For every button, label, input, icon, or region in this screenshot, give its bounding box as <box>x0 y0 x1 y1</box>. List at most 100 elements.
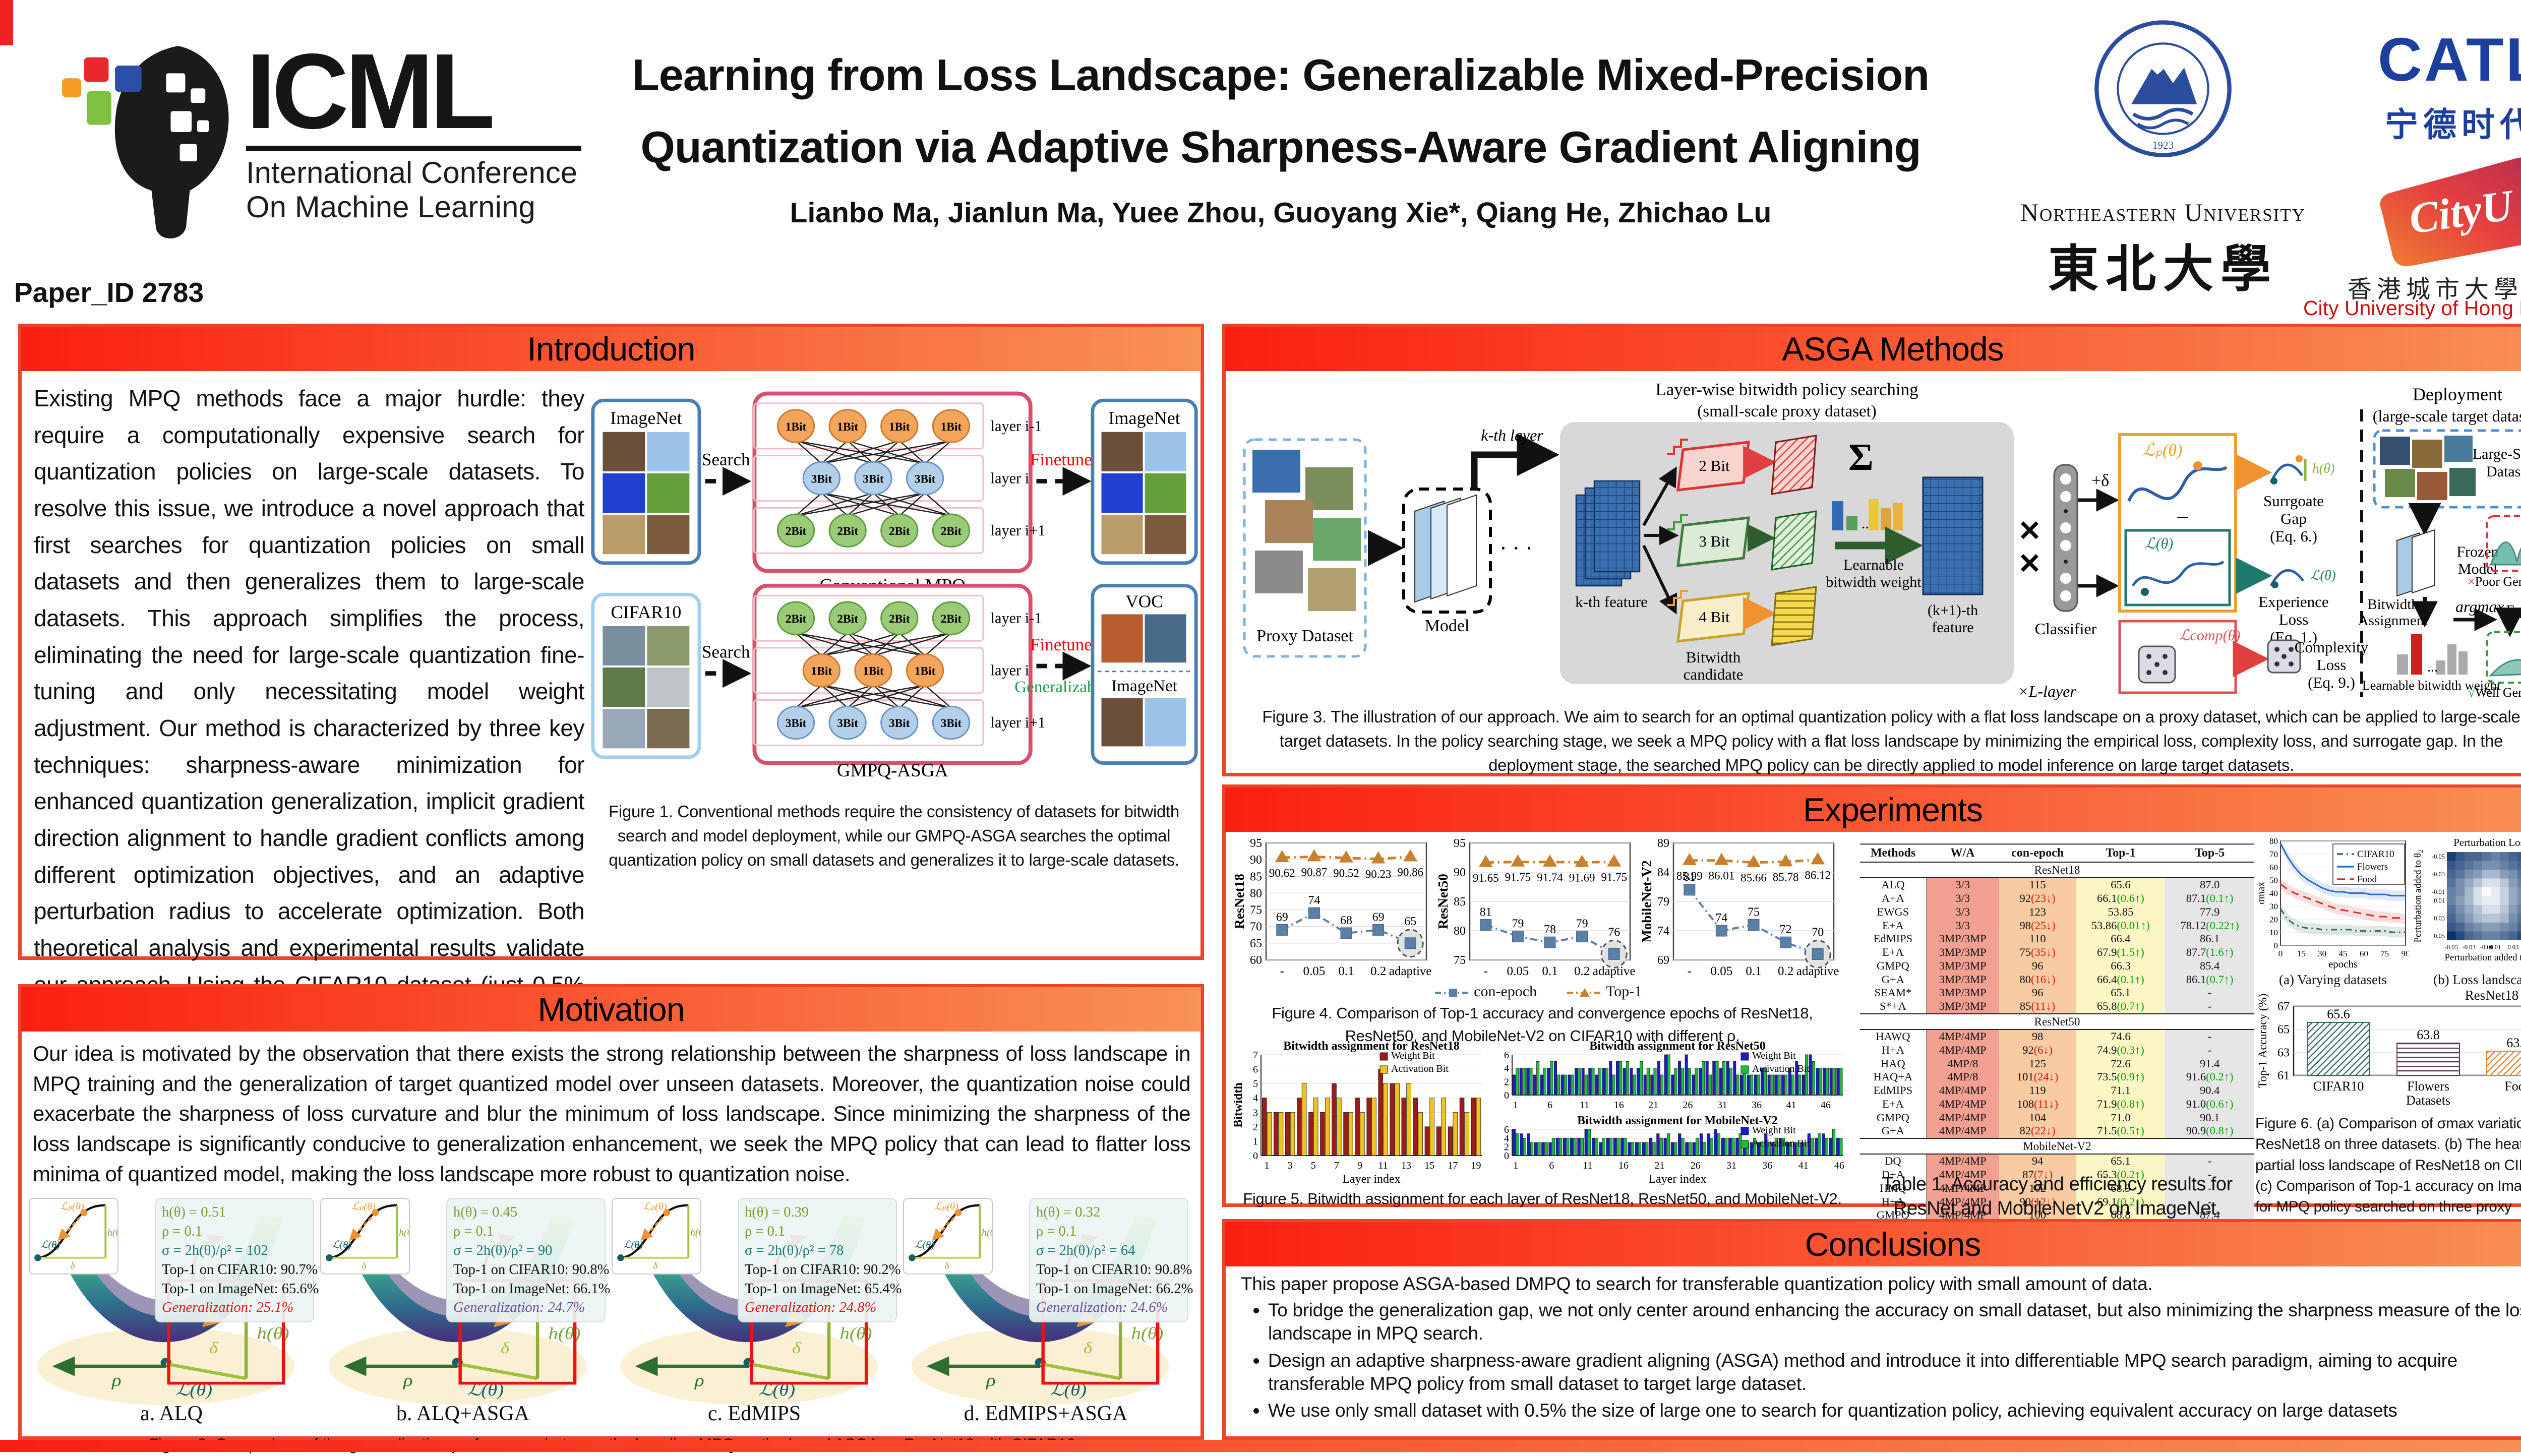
table-cell: 73.5(0.9↑) <box>2076 1070 2166 1084</box>
figure2-panel-edmips-asga: h(θ) = 0.32 ρ = 0.1 σ = 2h(θ)/ρ² = 64 To… <box>903 1198 1193 1426</box>
neu-wordmark: Northeastern University <box>2020 198 2306 226</box>
table-cell: - <box>2165 1000 2254 1014</box>
svg-text:Bitwidth: Bitwidth <box>1234 1082 1245 1127</box>
svg-text:30: 30 <box>2269 901 2278 911</box>
figure5-resnet18-chart: Bitwidth assignment for ResNet1801234567… <box>1234 1040 1482 1186</box>
table-cell: 3/3 <box>1926 878 1999 892</box>
table-cell: 87(7↓) <box>1999 1168 2076 1182</box>
conclusions-header: Conclusions <box>1225 1222 2521 1266</box>
table-cell: HMQ <box>1860 1181 1927 1195</box>
table-cell: 86.1(0.7↑) <box>2165 973 2254 987</box>
fig3-bit-3: 3 Bit <box>1699 532 1730 550</box>
asga-header: ASGA Methods <box>1225 327 2521 371</box>
svg-text:...: ... <box>2427 659 2438 675</box>
poster-header: ICML International Conference On Machine … <box>0 0 2521 323</box>
svg-text:86.01: 86.01 <box>1709 870 1735 882</box>
svg-text:79: 79 <box>1512 918 1524 931</box>
table-cell: 4MP/4MP <box>1926 1084 1999 1098</box>
fig1-cifar-thumbs <box>603 626 690 749</box>
fig1-layer-label: layer i <box>991 469 1030 487</box>
table-cell: - <box>2165 1029 2254 1044</box>
svg-text:69: 69 <box>1276 911 1288 924</box>
svg-text:CIFAR10: CIFAR10 <box>2313 1079 2364 1094</box>
table-row: GMPQ 3MP/3MP 96 66.3 85.4 <box>1860 959 2254 973</box>
fig1-finetune-label-1: Finetune <box>1030 450 1092 469</box>
svg-text:0: 0 <box>2278 949 2283 958</box>
svg-text:Layer index: Layer index <box>1342 1173 1400 1186</box>
svg-text:63.8: 63.8 <box>2417 1027 2440 1042</box>
svg-text:×Poor Generalized: ×Poor Generalized <box>2468 574 2521 589</box>
table-cell: EWGS <box>1860 905 1927 919</box>
fig1-layer-label: layer i <box>991 662 1030 679</box>
catl-chinese-name: 宁德时代 <box>2385 106 2521 143</box>
svg-text:31: 31 <box>1726 1160 1736 1171</box>
svg-text:Activation Bit: Activation Bit <box>1752 1138 1810 1149</box>
svg-text:75: 75 <box>2380 949 2389 958</box>
svg-text:60: 60 <box>2360 949 2368 958</box>
fig3-lcomp: ℒcomp(θ) <box>2179 627 2240 644</box>
fig3-dots: · · · <box>1499 536 1533 561</box>
stat-h: h(θ) = 0.45 <box>453 1204 518 1220</box>
page-title-line2: Quantization via Adaptive Sharpness-Awar… <box>640 122 1921 172</box>
svg-text:1Bit: 1Bit <box>811 665 832 678</box>
table-header: Methods <box>1860 843 1927 863</box>
fig3-plus-delta: +δ <box>2091 471 2109 490</box>
fig1-layer-label: layer i-1 <box>991 417 1042 435</box>
catl-logo-text: CATL <box>2377 25 2521 94</box>
fig3-learnable-2: bitwidth weight <box>1826 574 1922 590</box>
table-cell: - <box>2165 1168 2254 1182</box>
svg-text:90: 90 <box>1454 866 1466 879</box>
svg-text:86.12: 86.12 <box>1805 869 1831 881</box>
svg-text:0.2: 0.2 <box>1778 964 1793 978</box>
svg-text:2: 2 <box>1504 1076 1509 1087</box>
svg-text:Food: Food <box>2357 874 2377 885</box>
stat-h: h(θ) = 0.51 <box>162 1204 226 1220</box>
svg-text:-0.03: -0.03 <box>2432 871 2445 878</box>
svg-text:7: 7 <box>1334 1160 1339 1171</box>
svg-text:Perturbation added to θ₁: Perturbation added to θ₁ <box>2444 952 2521 963</box>
table-cell: 125 <box>1999 1057 2076 1071</box>
svg-text:90.23: 90.23 <box>1365 868 1392 881</box>
table-cell: 65.6 <box>2076 878 2166 892</box>
svg-text:65.6: 65.6 <box>2327 1007 2350 1021</box>
table-cell: 3MP/3MP <box>1926 946 1999 959</box>
svg-text:81: 81 <box>1684 871 1696 884</box>
asga-title: ASGA Methods <box>1782 330 2004 368</box>
table-cell: 77.9 <box>2165 905 2254 919</box>
svg-text:1Bit: 1Bit <box>863 665 884 678</box>
fig3-panel-title-2: (small-scale proxy dataset) <box>1697 402 1877 420</box>
svg-text:2Bit: 2Bit <box>837 525 858 538</box>
svg-text:..: .. <box>1862 515 1869 532</box>
svg-text:MobileNet-V2: MobileNet-V2 <box>1641 860 1654 942</box>
fig1-layer-label: layer i+1 <box>991 522 1046 539</box>
table-cell: ALQ <box>1860 878 1927 892</box>
svg-text:9: 9 <box>1357 1160 1362 1171</box>
svg-text:80: 80 <box>2269 836 2278 846</box>
svg-text:85: 85 <box>1250 870 1262 883</box>
svg-text:√Well Generalized: √Well Generalized <box>2468 685 2521 700</box>
introduction-header: Introduction <box>21 327 1201 371</box>
fig3-experience-2: Loss <box>2279 611 2309 628</box>
table-row: G+A 3MP/3MP 80(16↓) 66.4(0.1↑) 86.1(0.7↑) <box>1860 973 2254 987</box>
svg-text:30: 30 <box>2318 949 2326 958</box>
table-cell: 87.1(0.1↑) <box>2165 892 2254 905</box>
table-cell: DQ <box>1860 1154 1927 1169</box>
svg-text:3Bit: 3Bit <box>889 717 910 730</box>
table-cell: 119 <box>1999 1084 2076 1098</box>
table-cell: - <box>2165 1043 2254 1057</box>
svg-text:81: 81 <box>1480 905 1492 919</box>
figure6b-label: (b) Loss landscape of ResNet18 <box>2433 972 2521 1003</box>
svg-text:17: 17 <box>1448 1160 1458 1171</box>
table-cell: 68.9 <box>2076 1181 2166 1195</box>
conclusion-bullet: To bridge the generalization gap, we not… <box>1268 1299 2521 1345</box>
table-row: SEAM* 3MP/3MP 96 65.1- <box>1860 986 2254 1000</box>
table-cell: 3MP/3MP <box>1926 1000 1999 1014</box>
svg-text:3: 3 <box>1288 1160 1293 1171</box>
table-cell: SEAM* <box>1860 986 1927 1000</box>
table-cell: 96 <box>1999 986 2076 1000</box>
svg-text:1: 1 <box>1513 1100 1518 1111</box>
svg-text:5: 5 <box>1311 1160 1316 1171</box>
fig3-l2: ℒ(θ) <box>2310 568 2336 583</box>
svg-text:Weight Bit: Weight Bit <box>1752 1125 1796 1136</box>
